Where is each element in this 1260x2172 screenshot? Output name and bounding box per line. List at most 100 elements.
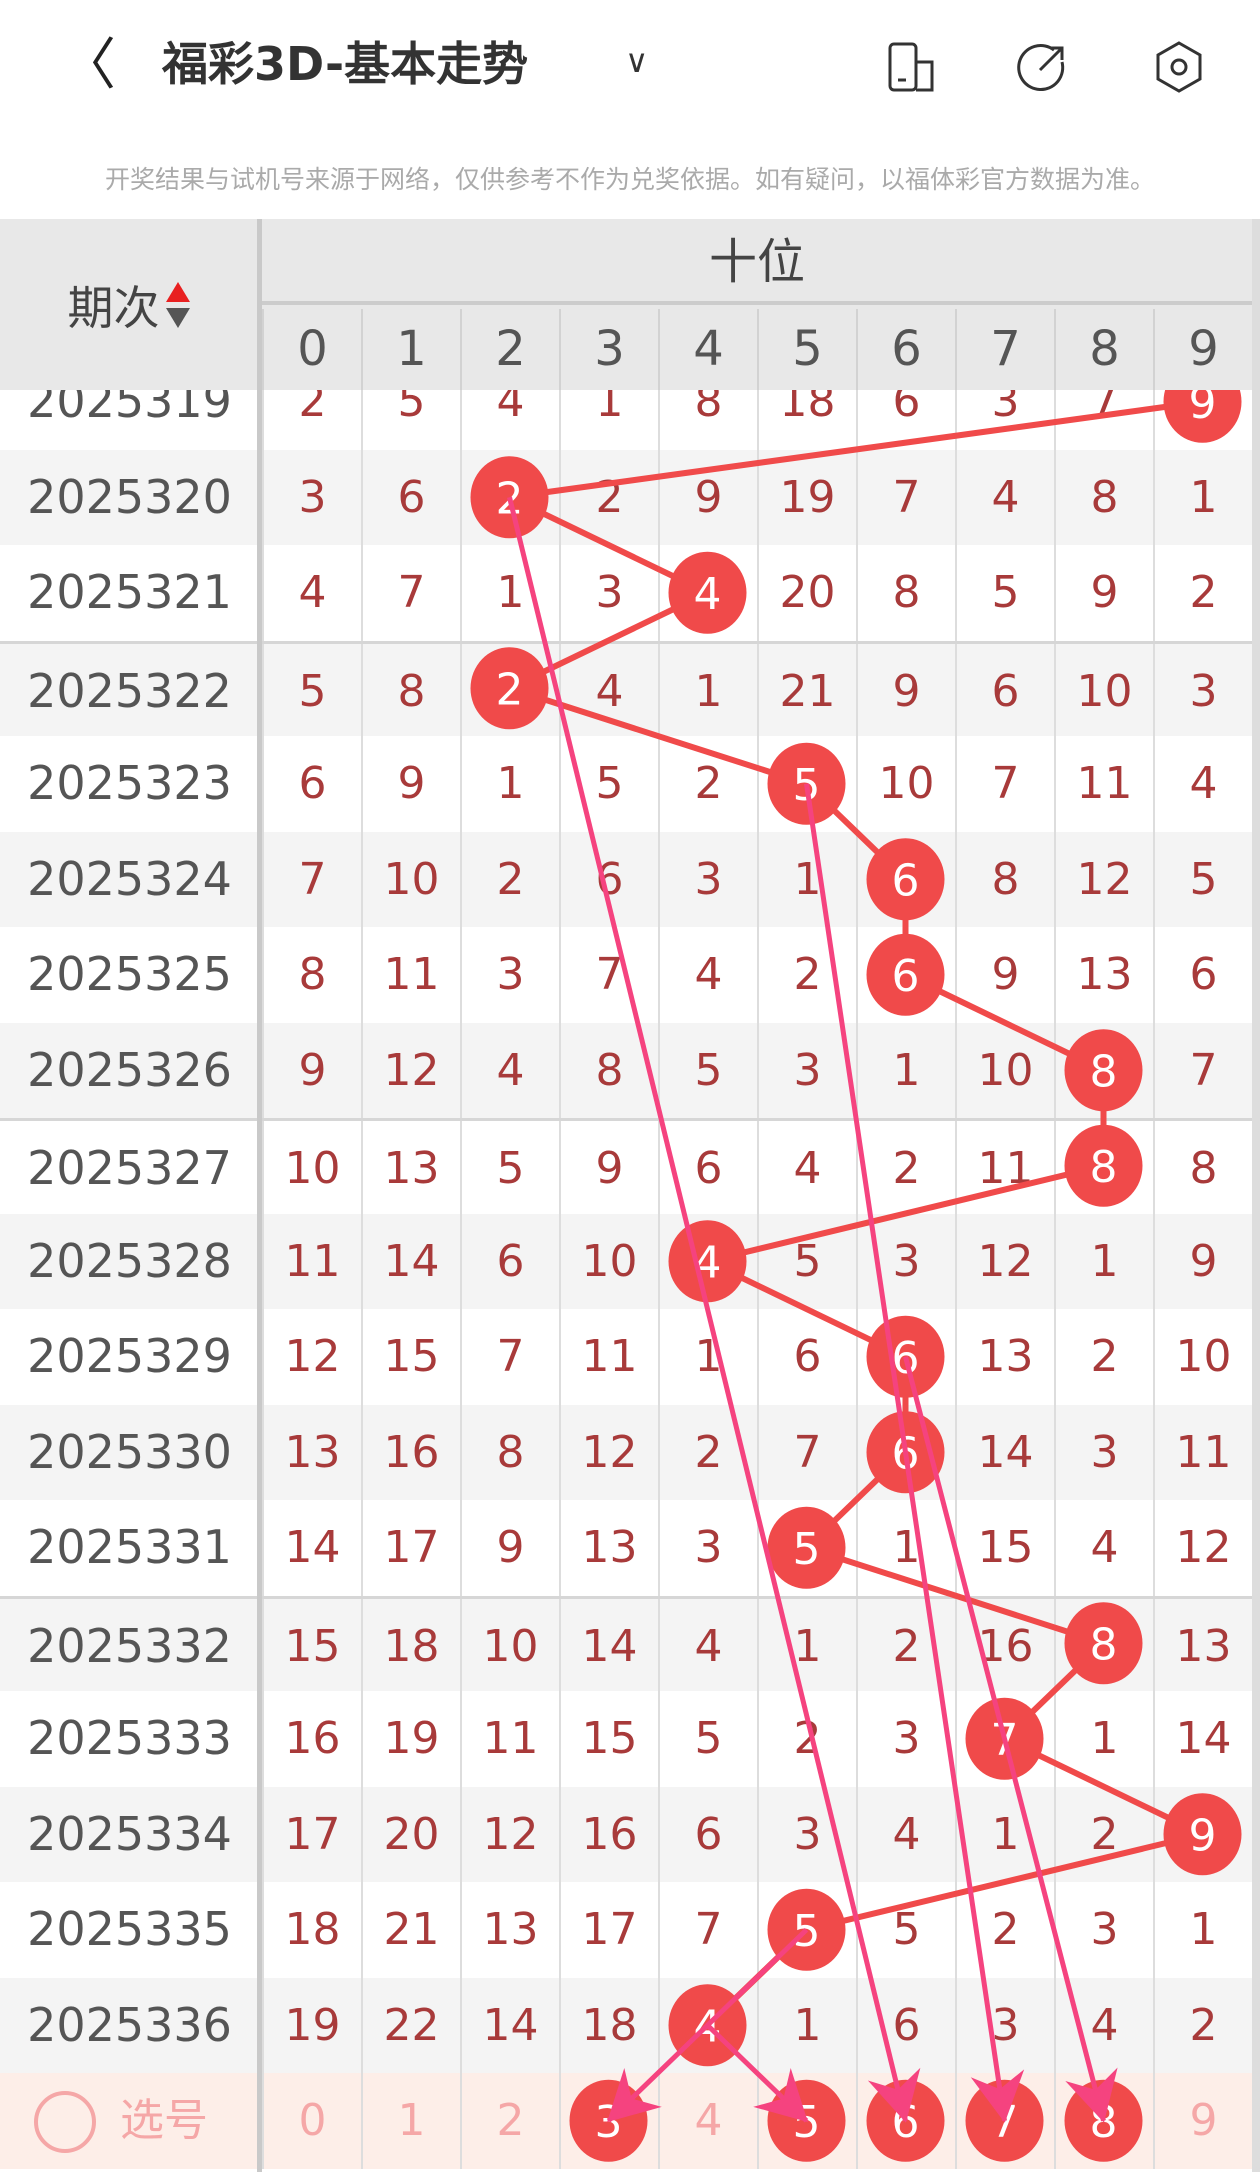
trend-line	[509, 398, 1203, 501]
miss-count-cell: 13	[955, 1309, 1054, 1405]
scrollbar[interactable]	[1252, 219, 1260, 2172]
miss-count-cell: 8	[460, 1404, 559, 1500]
miss-count-cell: 1	[757, 1598, 856, 1694]
ball-number: 4	[694, 569, 722, 620]
miss-count-cell: 16	[559, 1786, 658, 1882]
miss-count-cell: 6	[658, 1786, 757, 1882]
chevron-down-icon[interactable]: ∨	[625, 42, 649, 80]
miss-count-cell: 6	[1153, 927, 1252, 1023]
sort-icon[interactable]	[165, 280, 190, 330]
period-header[interactable]: 期次	[0, 219, 257, 390]
period-cell: 2025331	[27, 1520, 232, 1574]
select-digit[interactable]: 2	[460, 2073, 559, 2169]
miss-count-cell: 19	[262, 1977, 361, 2073]
miss-count-cell: 15	[559, 1691, 658, 1787]
miss-count-cell: 5	[658, 1691, 757, 1787]
period-cell: 2025323	[27, 756, 232, 810]
miss-count-cell: 9	[559, 1121, 658, 1217]
select-digit[interactable]: 0	[262, 2073, 361, 2169]
trend-line	[805, 1831, 1204, 1933]
miss-count-cell: 1	[460, 545, 559, 641]
miss-count-cell: 5	[955, 545, 1054, 641]
miss-count-cell: 7	[856, 449, 955, 545]
miss-count-cell: 1	[955, 1786, 1054, 1882]
hit-cell	[955, 1691, 1054, 1787]
pick-arrow	[507, 496, 921, 2123]
ball-marker	[866, 838, 945, 921]
period-cell: 2025329	[27, 1329, 232, 1383]
miss-count-cell: 8	[361, 643, 460, 739]
miss-count-cell: 2	[1153, 545, 1252, 641]
hit-cell	[658, 545, 757, 641]
period-cell: 2025330	[27, 1424, 232, 1479]
share-icon[interactable]	[1016, 40, 1070, 94]
ball-number: 8	[1090, 1046, 1118, 1097]
miss-count-cell: 13	[559, 1500, 658, 1596]
device-switch-icon[interactable]	[886, 40, 940, 94]
miss-count-cell: 16	[262, 1691, 361, 1787]
miss-count-cell: 9	[460, 1500, 559, 1596]
miss-count-cell: 8	[955, 831, 1054, 927]
miss-count-cell: 2	[955, 1882, 1054, 1978]
hit-cell	[757, 1882, 856, 1978]
miss-count-cell: 12	[460, 1786, 559, 1882]
miss-count-cell: 3	[658, 831, 757, 927]
ball-marker	[470, 647, 549, 730]
ball-number: 8	[1090, 1142, 1118, 1193]
miss-count-cell: 11	[460, 1691, 559, 1787]
miss-count-cell: 19	[757, 449, 856, 545]
miss-count-cell: 1	[1054, 1691, 1153, 1787]
miss-count-cell: 13	[460, 1882, 559, 1978]
select-digit[interactable]	[559, 2073, 658, 2169]
miss-count-cell: 9	[955, 927, 1054, 1023]
miss-count-cell: 2	[1054, 1786, 1153, 1882]
miss-count-cell: 2	[1054, 1309, 1153, 1405]
select-label[interactable]: 选号	[120, 2095, 208, 2146]
ball-number: 3	[595, 2097, 623, 2148]
miss-count-cell: 3	[1153, 643, 1252, 739]
select-digit[interactable]: 9	[1153, 2073, 1252, 2169]
trend-line	[805, 1544, 1105, 1647]
top-bar: 〈 福彩3D-基本走势 ∨	[0, 0, 1260, 130]
miss-count-cell: 1	[757, 1977, 856, 2073]
miss-count-cell: 4	[1054, 1500, 1153, 1596]
miss-count-cell: 4	[1153, 736, 1252, 832]
period-header-label: 期次	[67, 280, 160, 335]
miss-count-cell: 4	[955, 449, 1054, 545]
select-digit[interactable]	[1054, 2073, 1153, 2169]
table-row: 2025331 14 17 9 13 3 1 15 4 12	[0, 1500, 1260, 1596]
select-digit[interactable]: 1	[361, 2073, 460, 2169]
miss-count-cell: 14	[361, 1213, 460, 1309]
miss-count-cell: 8	[559, 1022, 658, 1118]
table-row: 2025332 15 18 10 14 4 1 2 16 13	[0, 1595, 1260, 1694]
miss-count-cell: 14	[955, 1404, 1054, 1500]
digit-header: 4	[658, 309, 757, 390]
miss-count-cell: 6	[955, 643, 1054, 739]
miss-count-cell: 9	[262, 1022, 361, 1118]
table-row: 2025333 16 19 11 15 5 2 3 1 14	[0, 1691, 1260, 1787]
miss-count-cell: 10	[955, 1022, 1054, 1118]
miss-count-cell: 12	[361, 1022, 460, 1118]
select-digit[interactable]	[856, 2073, 955, 2169]
table-row: 2025323 6 9 1 5 2 10 7 11 4	[0, 736, 1260, 832]
miss-count-cell: 13	[1153, 1598, 1252, 1694]
miss-count-cell: 11	[262, 1213, 361, 1309]
miss-count-cell: 8	[1054, 449, 1153, 545]
settings-icon[interactable]	[1152, 40, 1206, 94]
miss-count-cell: 2	[460, 831, 559, 927]
miss-count-cell: 16	[361, 1404, 460, 1500]
miss-count-cell: 5	[559, 736, 658, 832]
miss-count-cell: 3	[757, 1022, 856, 1118]
select-digit[interactable]	[955, 2073, 1054, 2169]
page-title[interactable]: 福彩3D-基本走势	[162, 37, 529, 91]
select-radio[interactable]	[34, 2091, 96, 2153]
table-row: 2025325 8 11 3 7 4 2 9 13 6	[0, 927, 1260, 1023]
period-cell: 2025336	[27, 1997, 232, 2052]
trend-line	[706, 1162, 1105, 1265]
miss-count-cell: 8	[1153, 1121, 1252, 1217]
digit-header: 7	[955, 309, 1054, 390]
table-row: 2025321 4 7 1 3 20 8 5 9 2	[0, 545, 1260, 641]
chevron-left-icon[interactable]: 〈	[60, 33, 116, 98]
miss-count-cell: 7	[955, 736, 1054, 832]
miss-count-cell: 3	[955, 1977, 1054, 2073]
